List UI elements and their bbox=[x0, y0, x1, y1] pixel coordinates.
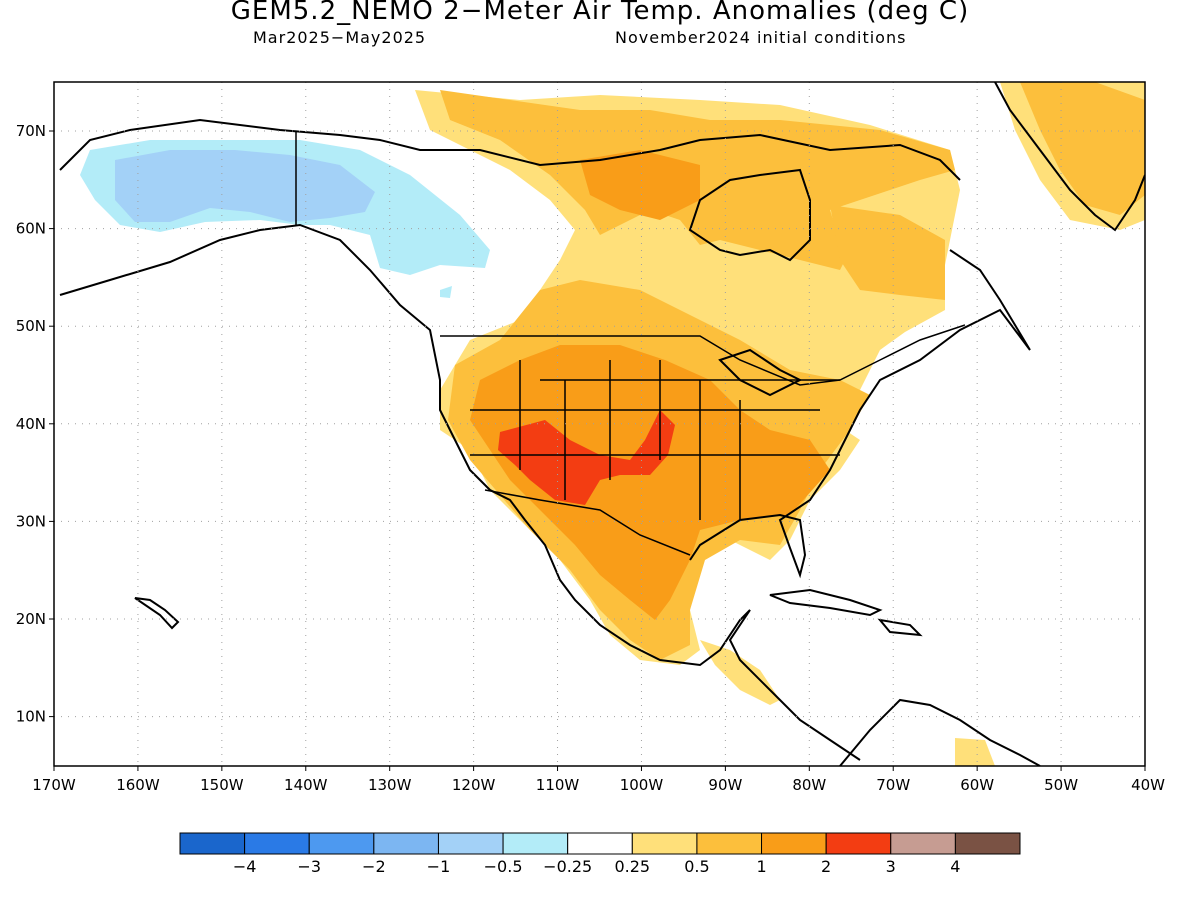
longitude-label: 100W bbox=[620, 776, 664, 794]
colorbar-swatch bbox=[825, 832, 892, 855]
longitude-label: 110W bbox=[536, 776, 580, 794]
cold-anomaly-mid bbox=[115, 150, 375, 222]
colorbar-swatch bbox=[373, 832, 439, 855]
arctic-coast bbox=[59, 118, 961, 181]
colorbar-label: 3 bbox=[886, 857, 896, 876]
longitude-label: 160W bbox=[116, 776, 160, 794]
political-borders bbox=[295, 132, 966, 556]
south-america-coast bbox=[839, 698, 1041, 766]
colorbar-label: −2 bbox=[362, 857, 386, 876]
longitude-label: 70W bbox=[876, 776, 910, 794]
latitude-label: 60N bbox=[16, 220, 46, 238]
latitude-label: 40N bbox=[16, 415, 46, 433]
colorbar-swatch bbox=[437, 832, 504, 855]
longitude-label: 140W bbox=[284, 776, 328, 794]
forecast-period: Mar2025−May2025 bbox=[253, 28, 427, 47]
warm-anomaly-greenland-mid bbox=[1020, 82, 1145, 215]
us-canada-border bbox=[440, 324, 966, 386]
initial-conditions: November2024 initial conditions bbox=[615, 28, 907, 47]
colorbar-swatch bbox=[954, 832, 1021, 855]
cold-anomaly-spot bbox=[440, 286, 452, 298]
latitude-axis: 70N 60N 50N 40N 30N 20N 10N bbox=[16, 122, 54, 726]
colorbar-swatch bbox=[502, 832, 569, 855]
colorbar-swatch bbox=[631, 832, 698, 855]
colorbar-swatch bbox=[761, 832, 827, 855]
colorbar-label: 4 bbox=[950, 857, 960, 876]
latitude-label: 30N bbox=[16, 512, 46, 530]
colorbar-swatch bbox=[244, 832, 310, 855]
hispaniola bbox=[877, 618, 923, 637]
warm-anomaly-mid-east bbox=[830, 205, 945, 300]
hudson-bay bbox=[688, 168, 811, 262]
coastlines bbox=[59, 82, 1145, 766]
colorbar-swatch bbox=[890, 832, 956, 855]
colorbar-label: −4 bbox=[233, 857, 257, 876]
longitude-label: 170W bbox=[32, 776, 76, 794]
colorbar-labels: −4 −3 −2 −1 −0.5 −0.25 0.25 0.5 1 2 3 4 bbox=[233, 857, 961, 876]
greenland-coast bbox=[994, 82, 1145, 232]
colorbar-label: −0.25 bbox=[543, 857, 592, 876]
colorbar-swatch bbox=[696, 832, 763, 855]
chart-title: GEM5.2_NEMO 2−Meter Air Temp. Anomalies … bbox=[230, 0, 970, 26]
hawaii bbox=[134, 597, 180, 630]
longitude-label: 120W bbox=[452, 776, 496, 794]
warm-anomaly-light-caribbean bbox=[700, 640, 780, 705]
latitude-label: 20N bbox=[16, 610, 46, 628]
colorbar-swatch bbox=[179, 832, 246, 855]
colorbar-swatch bbox=[567, 832, 633, 855]
colorbar-label: 0.25 bbox=[614, 857, 650, 876]
colorbar-label: −3 bbox=[297, 857, 321, 876]
us-mexico-border bbox=[484, 489, 691, 556]
longitude-label: 40W bbox=[1131, 776, 1165, 794]
colorbar-label: 1 bbox=[756, 857, 766, 876]
colorbar-label: 2 bbox=[821, 857, 831, 876]
longitude-axis: 170W 160W 150W 140W 130W 120W 110W 100W 90W 80W 70… bbox=[32, 766, 1165, 794]
longitude-label: 90W bbox=[708, 776, 742, 794]
longitude-label: 80W bbox=[792, 776, 826, 794]
latitude-label: 10N bbox=[16, 708, 46, 726]
longitude-label: 150W bbox=[200, 776, 244, 794]
colorbar-label: 0.5 bbox=[684, 857, 709, 876]
latitude-label: 70N bbox=[16, 122, 46, 140]
colorbar-label: −1 bbox=[427, 857, 451, 876]
longitude-label: 50W bbox=[1044, 776, 1078, 794]
state-lines bbox=[470, 360, 840, 520]
longitude-label: 130W bbox=[368, 776, 412, 794]
cuba bbox=[769, 588, 883, 617]
warm-anomaly-light-sa bbox=[955, 738, 995, 766]
colorbar-label: −0.5 bbox=[484, 857, 523, 876]
gulf-coast bbox=[689, 249, 1031, 579]
warm-anomaly-strong-arctic bbox=[580, 150, 700, 220]
latitude-label: 50N bbox=[16, 317, 46, 335]
north-america-coast bbox=[59, 223, 861, 761]
warm-anomaly-peak bbox=[498, 410, 675, 505]
colorbar bbox=[179, 832, 1021, 855]
colorbar-swatch bbox=[308, 832, 375, 855]
longitude-label: 60W bbox=[960, 776, 994, 794]
